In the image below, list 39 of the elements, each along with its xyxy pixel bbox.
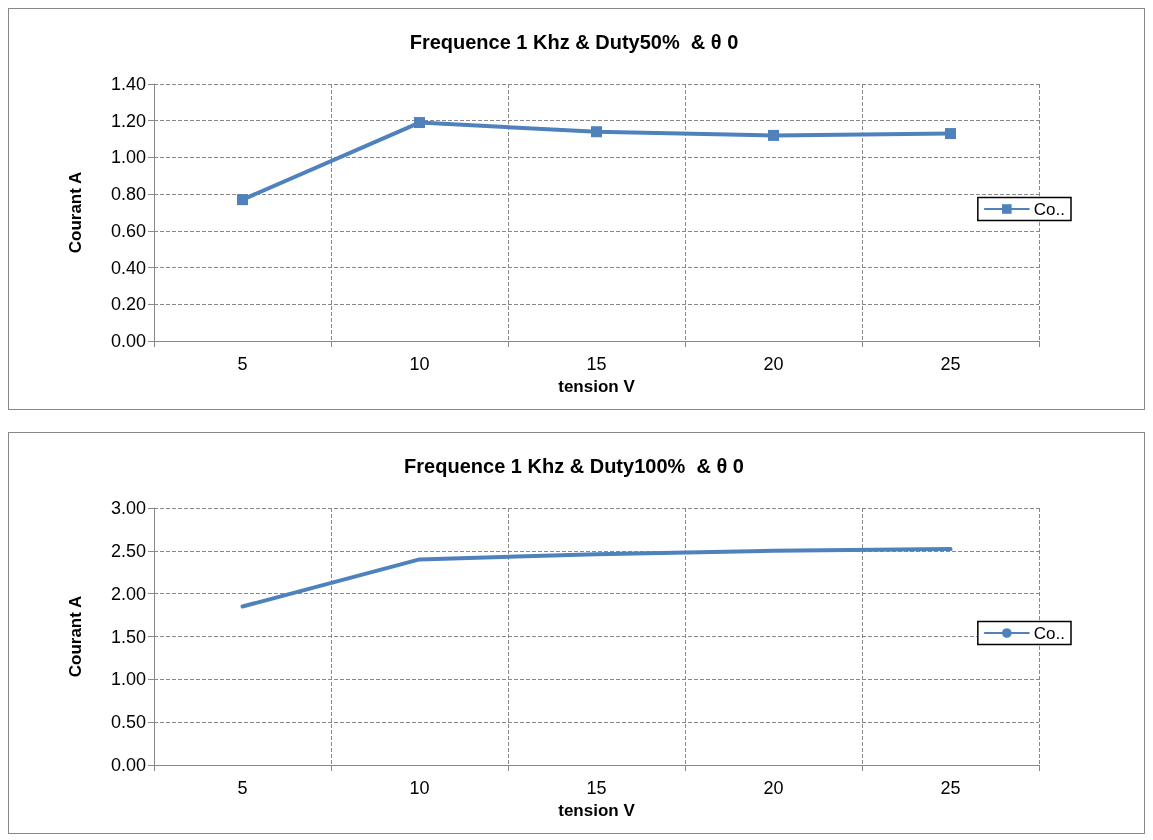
y-axis-title: Courant A [66, 171, 85, 254]
y-tick-label: 0.60 [110, 220, 146, 241]
x-tick-label: 25 [940, 778, 961, 798]
y-tick-label: 1.50 [110, 626, 146, 647]
point [768, 129, 779, 141]
y-tick-label: 1.00 [110, 147, 146, 168]
x-tick-label: 15 [586, 778, 607, 798]
y-tick-label: 0.20 [110, 294, 146, 315]
x-tick-label: 5 [237, 354, 248, 374]
y-tick-label: 0.80 [110, 184, 146, 205]
y-tick-label: 1.20 [110, 110, 146, 131]
line-series [240, 547, 953, 609]
point [414, 117, 425, 129]
legend-label: Co.. [1033, 623, 1066, 643]
y-tick-label: 1.40 [110, 74, 146, 94]
y-tick-label: 2.50 [110, 540, 146, 561]
y-tick-label: 0.40 [110, 257, 146, 278]
point [237, 194, 248, 206]
y-tick-label: 1.00 [110, 669, 146, 690]
y-tick-label: 2.00 [110, 583, 146, 604]
x-tick-label: 10 [409, 778, 430, 798]
y-tick-label: 0.00 [110, 755, 146, 775]
y-tick-label: 3.00 [110, 498, 146, 518]
x-tick-label: 25 [940, 354, 961, 374]
y-axis-title: Courant A [66, 595, 85, 678]
point [591, 126, 602, 138]
x-tick-label: 20 [763, 354, 784, 374]
y-tick-label: 0.00 [110, 331, 146, 351]
chart-title: Frequence 1 Khz & Duty50% & θ 0 [409, 31, 739, 53]
x-axis-title: tension V [558, 376, 636, 396]
x-axis-title: tension V [558, 800, 636, 820]
x-tick-label: 10 [409, 354, 430, 374]
chart-title: Frequence 1 Khz & Duty100% & θ 0 [404, 455, 744, 477]
legend-label: Co.. [1033, 199, 1066, 219]
x-tick-label: 15 [586, 354, 607, 374]
point [945, 128, 956, 140]
x-tick-label: 20 [763, 778, 784, 798]
y-tick-label: 0.50 [110, 712, 146, 733]
x-tick-label: 5 [237, 778, 248, 798]
